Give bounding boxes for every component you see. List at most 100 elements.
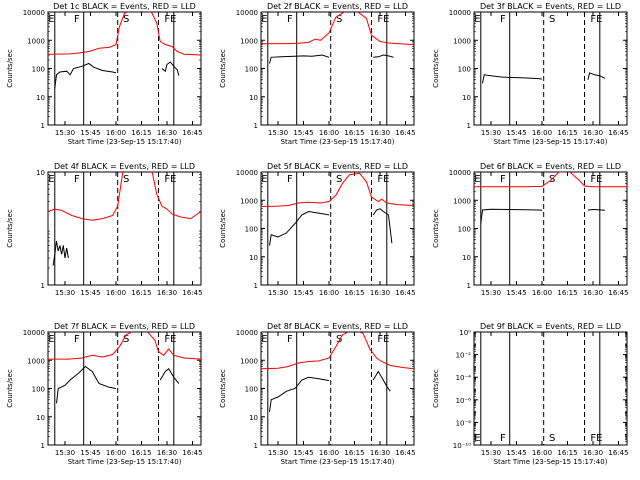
- events-series-line: [482, 74, 543, 84]
- event-marker-fe: FE: [164, 334, 176, 345]
- y-tick-label: 10: [36, 94, 45, 102]
- y-tick-label: 10: [36, 414, 45, 422]
- x-tick-label: 16:45: [182, 289, 202, 297]
- chart-panel-2f: Det 2f BLACK = Events, RED = LLD 1 10 100 10…: [219, 2, 416, 146]
- event-marker-fe: FE: [164, 14, 176, 25]
- event-marker-f: F: [287, 14, 293, 25]
- event-marker-e: E: [48, 174, 54, 185]
- events-series-line: [52, 240, 69, 266]
- y-tick-label: 10000: [236, 9, 258, 17]
- y-tick-label: 1: [467, 282, 471, 290]
- event-marker-f: F: [287, 174, 293, 185]
- events-series-line: [56, 365, 117, 404]
- events-series-line: [161, 61, 180, 76]
- event-marker-e: E: [474, 174, 480, 185]
- x-tick-label: 16:00: [106, 449, 126, 457]
- y-tick-label: 10000: [23, 9, 45, 17]
- x-tick-label: 16:45: [608, 129, 628, 137]
- y-tick-label: 10⁰: [459, 329, 471, 337]
- lld-series-line: [48, 332, 201, 360]
- x-tick-label: 16:30: [583, 289, 603, 297]
- y-tick-label: 100: [32, 386, 45, 394]
- x-tick-label: 15:45: [80, 289, 100, 297]
- x-tick-label: 16:15: [557, 449, 577, 457]
- chart-title: Det 3f BLACK = Events, RED = LLD: [480, 2, 621, 11]
- y-tick-label: 1000: [27, 37, 45, 45]
- events-series-line: [373, 54, 394, 58]
- y-tick-label: 1: [41, 282, 45, 290]
- event-marker-e: E: [261, 14, 267, 25]
- x-tick-label: 16:00: [319, 449, 339, 457]
- event-marker-e: E: [474, 14, 480, 25]
- x-tick-label: 16:00: [319, 129, 339, 137]
- events-series-line: [269, 54, 330, 64]
- plot-frame: [260, 11, 415, 126]
- plot-frame: [473, 171, 628, 286]
- event-marker-s: S: [336, 174, 342, 185]
- y-axis-label: Counts/sec: [219, 209, 227, 248]
- x-tick-label: 16:45: [608, 449, 628, 457]
- y-axis-label: Counts/sec: [6, 49, 14, 88]
- x-tick-label: 15:30: [481, 129, 501, 137]
- y-tick-label: 10000: [236, 329, 258, 337]
- event-marker-e: E: [48, 14, 54, 25]
- x-tick-label: 16:15: [131, 449, 151, 457]
- y-tick-label: 1000: [240, 37, 258, 45]
- y-tick-label: 10⁻²: [456, 352, 472, 360]
- y-tick-label: 10: [249, 414, 258, 422]
- x-tick-label: 16:15: [344, 129, 364, 137]
- x-tick-label: 15:45: [506, 449, 526, 457]
- plot-frame: [473, 11, 628, 126]
- event-marker-fe: FE: [590, 14, 602, 25]
- y-tick-label: 10: [462, 254, 471, 262]
- x-tick-label: 15:30: [481, 449, 501, 457]
- lld-series-line: [261, 172, 414, 207]
- chart-panel-6f: Det 6f BLACK = Events, RED = LLD 1 10 100 10…: [432, 162, 629, 297]
- x-tick-label: 15:45: [80, 129, 100, 137]
- event-marker-s: S: [123, 14, 129, 25]
- chart-title: Det 6f BLACK = Events, RED = LLD: [480, 162, 621, 171]
- event-marker-e: E: [474, 433, 480, 444]
- chart-title: Det 9f BLACK = Events, RED = LLD: [480, 322, 621, 331]
- x-tick-label: 16:15: [344, 449, 364, 457]
- plot-frame: [47, 171, 202, 286]
- y-tick-label: 10: [462, 94, 471, 102]
- events-series-line: [54, 62, 117, 89]
- y-tick-label: 10000: [449, 169, 471, 177]
- chart-panel-7f: Det 7f BLACK = Events, RED = LLD 1 10 100 10…: [6, 322, 203, 466]
- event-marker-f: F: [74, 334, 80, 345]
- events-series-line: [269, 376, 330, 412]
- y-axis-label: Counts/sec: [219, 369, 227, 408]
- y-axis-label: Counts/sec: [6, 369, 14, 408]
- x-tick-label: 15:45: [506, 289, 526, 297]
- plot-frame: [260, 331, 415, 446]
- x-tick-label: 16:45: [182, 449, 202, 457]
- y-axis-label: Counts/sec: [432, 369, 440, 408]
- y-tick-label: 10000: [23, 329, 45, 337]
- y-axis-label: Counts/sec: [432, 209, 440, 248]
- y-tick-label: 1000: [27, 357, 45, 365]
- x-tick-label: 16:45: [395, 289, 415, 297]
- y-tick-label: 100: [245, 226, 258, 234]
- y-tick-label: 1: [467, 122, 471, 130]
- x-tick-label: 15:30: [268, 289, 288, 297]
- chart-panel-4f: Det 4f BLACK = Events, RED = LLD 1 10 Count…: [6, 162, 203, 297]
- x-tick-label: 16:15: [344, 289, 364, 297]
- event-marker-s: S: [549, 433, 555, 444]
- x-tick-label: 16:45: [608, 289, 628, 297]
- x-tick-label: 16:00: [532, 289, 552, 297]
- chart-panel-5f: Det 5f BLACK = Events, RED = LLD 1 10 100 10…: [219, 162, 416, 297]
- x-tick-label: 16:15: [557, 129, 577, 137]
- y-tick-label: 10⁻⁶: [456, 397, 472, 405]
- events-series-line: [480, 208, 543, 224]
- x-tick-label: 15:30: [268, 129, 288, 137]
- x-tick-label: 16:30: [157, 289, 177, 297]
- y-tick-label: 100: [245, 386, 258, 394]
- events-series-line: [587, 208, 605, 211]
- y-tick-label: 10: [249, 94, 258, 102]
- event-marker-f: F: [500, 174, 506, 185]
- y-tick-label: 100: [245, 66, 258, 74]
- x-tick-label: 16:30: [157, 449, 177, 457]
- x-tick-label: 15:45: [293, 449, 313, 457]
